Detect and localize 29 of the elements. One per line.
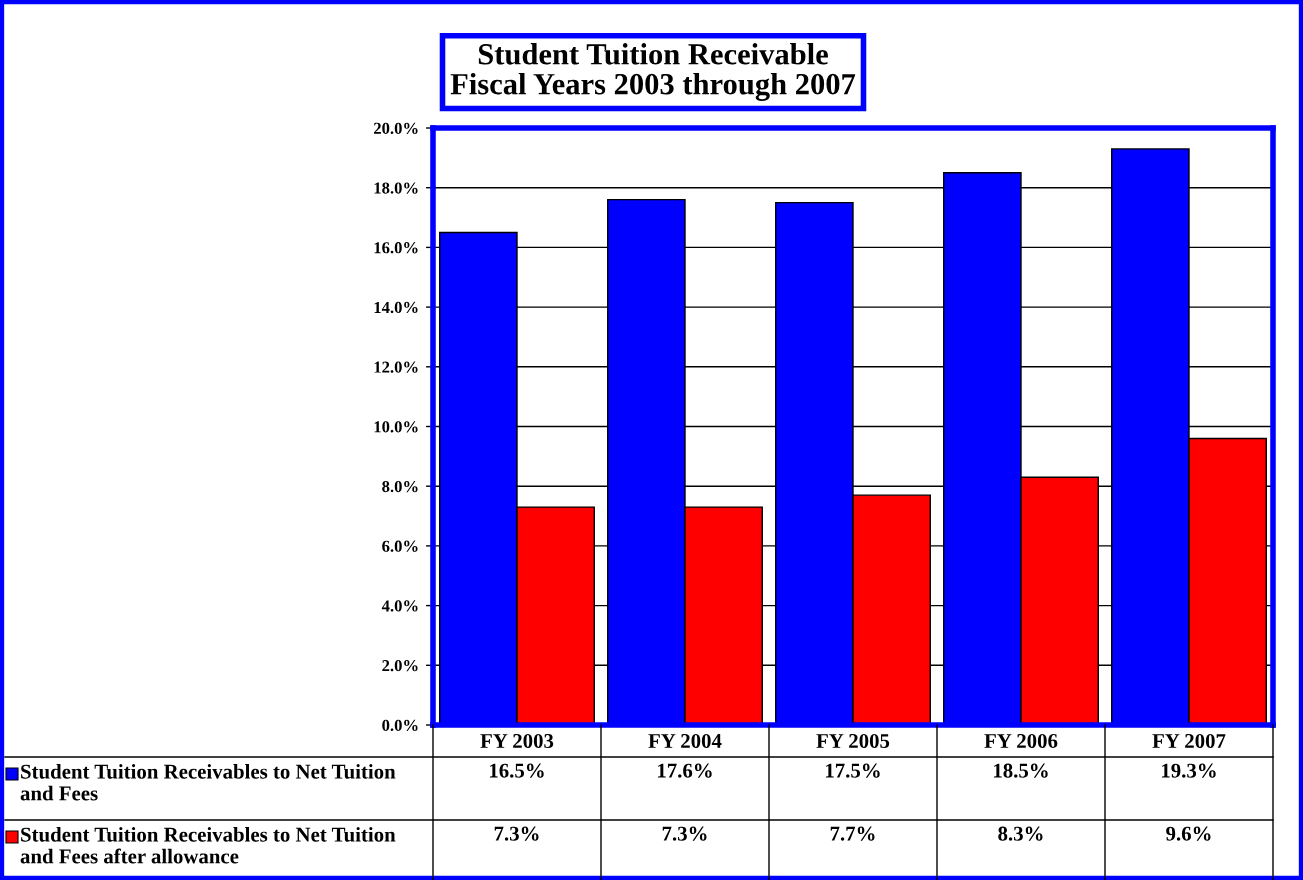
x-tick-label: FY 2006: [984, 733, 1058, 748]
data-label: 17.6%: [658, 763, 712, 778]
data-label: 7.3%: [662, 826, 707, 841]
y-tick-label: 16.0%: [374, 242, 418, 254]
legend-label: Student Tuition Receivables to Net Tuition and Fees after allowance: [20, 827, 396, 864]
data-label: 16.5%: [490, 763, 544, 778]
data-label: 7.7%: [830, 826, 875, 841]
x-tick-label: FY 2004: [648, 733, 722, 748]
x-tick-label: FY 2003: [480, 733, 554, 748]
y-tick-label: 2.0%: [382, 660, 418, 672]
y-tick-label: 10.0%: [374, 421, 418, 433]
data-label: 19.3%: [1162, 763, 1216, 778]
y-tick-label: 14.0%: [374, 301, 418, 314]
y-tick-label: 6.0%: [382, 540, 418, 552]
chart-title: Student Tuition Receivable Fiscal Years 2003 through 2007: [450, 43, 856, 101]
data-label: 7.3%: [494, 826, 539, 841]
legend-label: Student Tuition Receivables to Net Tuition and Fees: [20, 764, 396, 801]
x-tick-label: FY 2005: [816, 733, 890, 748]
y-tick-label: 20.0%: [373, 122, 418, 135]
y-tick-label: 12.0%: [374, 361, 418, 373]
data-label: 17.5%: [826, 763, 880, 778]
y-tick-label: 8.0%: [382, 480, 418, 493]
y-tick-label: 4.0%: [381, 600, 418, 612]
x-tick-label: FY 2007: [1152, 733, 1226, 748]
data-label: 8.3%: [998, 826, 1043, 841]
y-tick-label: 18.0%: [374, 182, 418, 194]
data-label: 18.5%: [994, 763, 1048, 778]
data-label: 9.6%: [1166, 826, 1211, 841]
y-tick-label: 0.0%: [382, 719, 418, 732]
